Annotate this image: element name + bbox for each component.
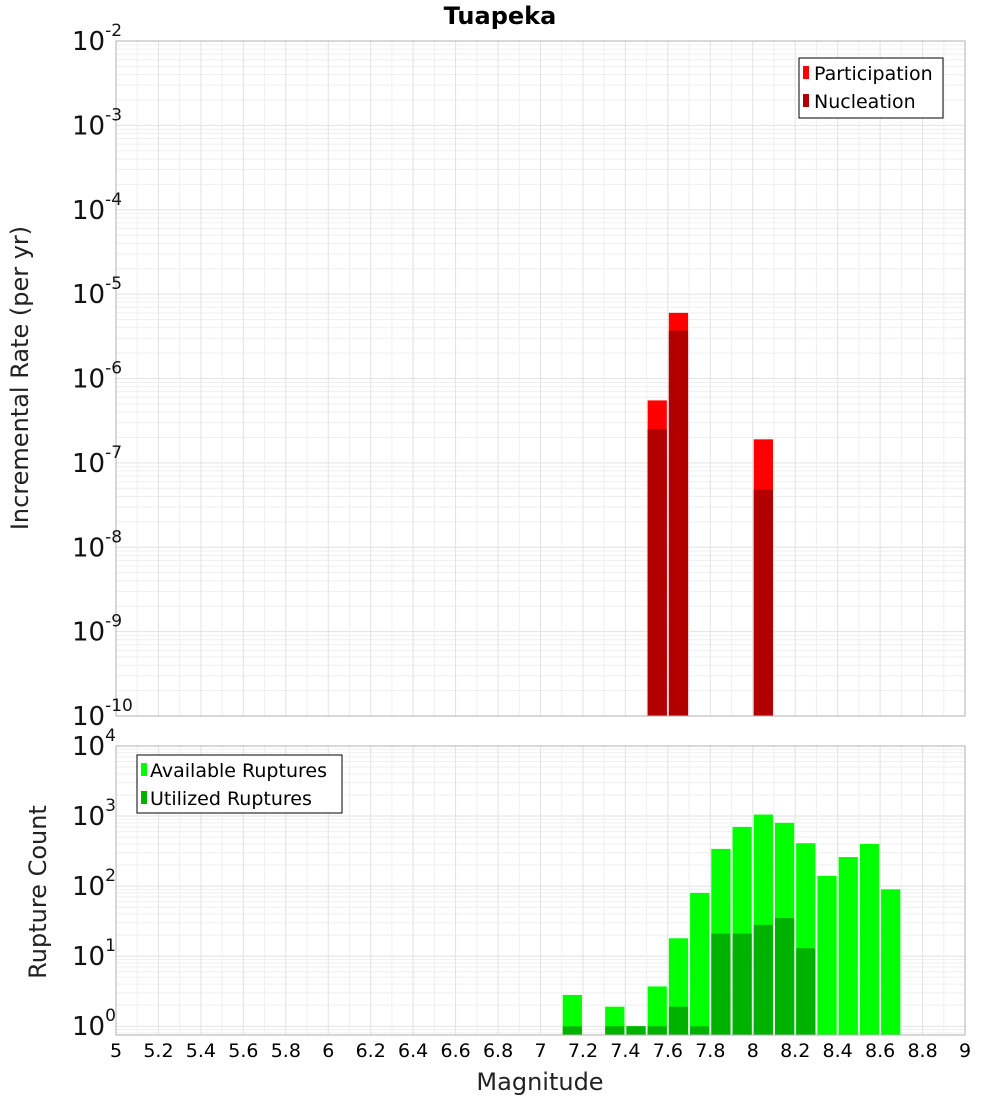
rate-grid [115,40,966,717]
x-tick-label: 9 [959,1040,971,1062]
rate-bars [647,312,773,716]
count-y-tick-label: 104 [72,726,116,762]
legend-label-utilized: Utilized Ruptures [150,788,312,810]
count-bar-s2 [647,1026,667,1035]
legend-swatch-nucleation [803,94,809,107]
count-bar-s1 [838,857,858,1035]
rate-y-tick-label: 10-6 [72,359,122,395]
rate-bar-s2 [647,429,667,716]
rate-y-tick-label: 10-2 [72,21,122,57]
x-axis-label: Magnitude [476,1068,603,1096]
rate-y-tick-label: 10-5 [72,274,122,310]
x-tick-label: 6.4 [398,1040,428,1062]
count-bar-s1 [859,843,880,1035]
count-panel: 100 101 102 103 104 5 5.2 5.4 5.6 5.8 6 6.2 6.4 6.6 6… [24,726,971,1096]
legend-swatch-participation [803,66,809,79]
rate-y-tick-label: 10-9 [72,612,122,648]
rate-legend: Participation Nucleation [798,57,944,119]
count-legend-box [136,754,343,814]
legend-label-nucleation: Nucleation [814,91,916,113]
x-tick-label: 5.2 [143,1040,173,1062]
count-bar-s1 [690,892,710,1035]
count-plot-frame [115,745,966,1036]
count-bar-s1 [881,889,901,1035]
count-bar-s2 [711,933,731,1035]
x-tick-label: 7 [534,1040,546,1062]
count-bar-s2 [732,933,752,1035]
count-bar-s2 [626,1026,646,1035]
rate-y-axis-label: Incremental Rate (per yr) [6,226,34,530]
rate-y-tick-label: 10-3 [72,105,122,141]
x-tick-label: 8.2 [780,1040,810,1062]
count-bar-s2 [796,948,816,1035]
rate-panel: 10-10 10-9 10-8 10-7 10-6 10-5 10-4 10-3 10-2 In… [6,21,966,732]
rate-y-tick-label: 10-10 [72,696,133,732]
legend-label-available: Available Ruptures [150,760,327,782]
count-bar-s1 [817,875,837,1035]
rate-y-tick-label: 10-7 [72,443,122,479]
count-y-axis-label: Rupture Count [24,805,52,979]
count-bar-s2 [562,1026,582,1035]
count-y-tick-label: 102 [72,866,116,902]
count-bars [562,814,901,1035]
count-legend: Available Ruptures Utilized Ruptures [136,754,343,814]
rate-legend-box [798,57,944,119]
count-bar-s2 [690,1026,710,1035]
x-tick-label: 7.2 [568,1040,598,1062]
x-tick-label: 7.8 [695,1040,725,1062]
rate-bar-s2 [753,489,773,716]
x-tick-label: 8.8 [907,1040,937,1062]
x-tick-label: 6.6 [440,1040,470,1062]
count-bar-s1 [647,986,667,1035]
rate-y-ticks: 10-10 10-9 10-8 10-7 10-6 10-5 10-4 10-3 10-2 [72,21,133,732]
x-tick-label: 8.4 [823,1040,853,1062]
count-y-ticks: 100 101 102 103 104 [72,726,116,1042]
x-tick-label: 7.4 [610,1040,640,1062]
legend-swatch-utilized [141,791,147,804]
legend-label-participation: Participation [814,63,933,85]
count-bar-s2 [774,918,795,1035]
x-tick-label: 6.2 [356,1040,386,1062]
x-tick-label: 6.8 [483,1040,513,1062]
x-tick-label: 5.6 [228,1040,258,1062]
count-bar-s2 [668,1006,689,1035]
rate-y-tick-label: 10-8 [72,527,122,563]
count-bar-s1 [562,994,582,1035]
x-tick-label: 5.4 [186,1040,216,1062]
rate-y-tick-label: 10-4 [72,190,122,226]
rate-bar-s2 [668,330,689,716]
count-y-tick-label: 103 [72,796,116,832]
x-ticks: 5 5.2 5.4 5.6 5.8 6 6.2 6.4 6.6 6.8 7 7.2 7.4 7.6 7.8 8… [110,1040,971,1062]
x-tick-label: 5 [110,1040,122,1062]
x-tick-label: 8 [747,1040,759,1062]
x-tick-label: 6 [322,1040,334,1062]
x-tick-label: 8.6 [865,1040,895,1062]
legend-swatch-available [141,763,147,776]
count-y-tick-label: 100 [72,1006,116,1042]
x-tick-label: 7.6 [653,1040,683,1062]
count-bar-s2 [605,1026,625,1035]
count-y-tick-label: 101 [72,936,116,972]
count-bar-s2 [753,924,773,1035]
chart-title: Tuapeka [444,2,557,30]
x-tick-label: 5.8 [271,1040,301,1062]
rate-plot-frame [115,40,966,717]
